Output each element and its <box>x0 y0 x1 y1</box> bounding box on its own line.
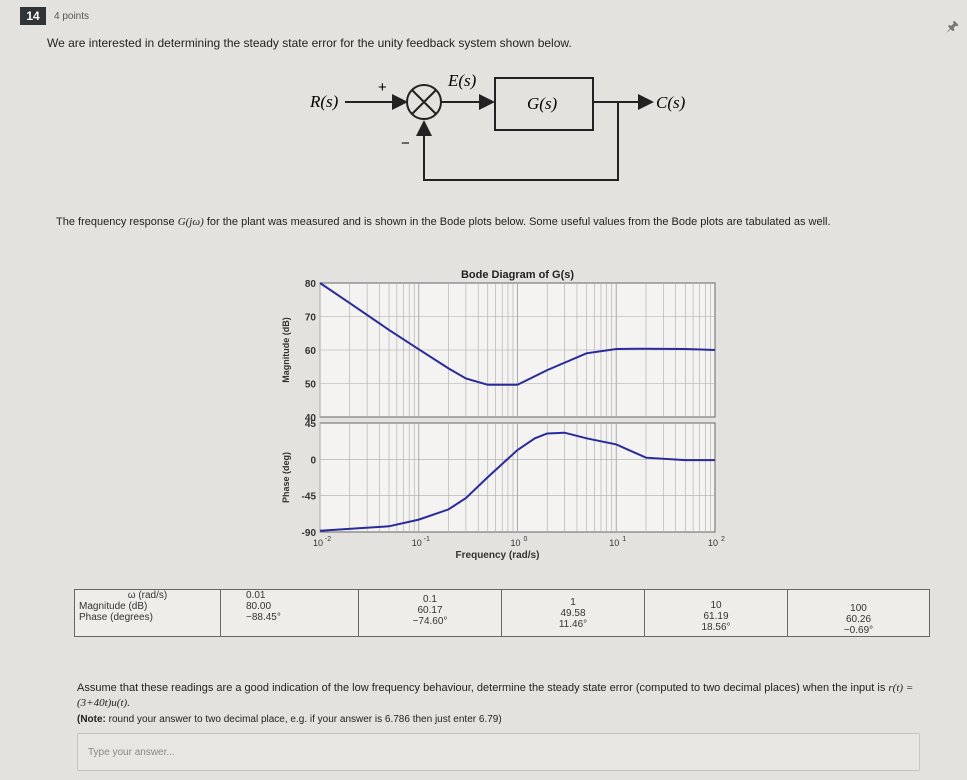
series-line-magnitude <box>319 282 716 386</box>
x-tick-exponent: -1 <box>424 536 430 543</box>
table-cell: −0.69° <box>843 625 874 636</box>
table-cell: 1 <box>570 597 576 608</box>
table-cell: 10 <box>710 600 722 611</box>
table-label-cell: ω (rad/s) Magnitude (dB) Phase (degrees) <box>74 589 221 637</box>
y-tick-label: 0 <box>310 455 316 466</box>
junction-cross-b <box>411 89 437 115</box>
y-axis-label: Phase (deg) <box>281 452 291 503</box>
table-cell: 0.1 <box>423 594 437 605</box>
y-tick-label: 80 <box>305 279 317 290</box>
table-label: Phase (degrees) <box>79 612 153 623</box>
y-tick-label: -45 <box>302 492 317 503</box>
answer-input[interactable] <box>77 733 920 771</box>
plus-sign: + <box>378 79 387 96</box>
table-cell: 80.00 <box>246 601 272 612</box>
note-body: round your answer to two decimal place, … <box>105 714 502 725</box>
y-axis-label: Magnitude (dB) <box>281 317 291 383</box>
assume-math: r(t) = (3+40t)u(t). <box>77 682 914 709</box>
plant-label: G(s) <box>527 94 558 113</box>
question-number: 14 <box>20 7 46 25</box>
table-cell: 100 <box>850 603 867 614</box>
assumption-text: Assume that these readings are a good in… <box>77 681 937 711</box>
y-tick-label: 45 <box>305 419 317 430</box>
bode-values-table: ω (rad/s) Magnitude (dB) Phase (degrees)… <box>74 589 930 637</box>
table-col: 10 61.19 18.56° <box>644 589 788 637</box>
freq-text-a: The frequency response <box>56 216 178 228</box>
y-tick-label: 70 <box>305 313 317 324</box>
pin-icon[interactable]: 🖈 <box>946 18 959 34</box>
plant-block <box>494 77 594 131</box>
table-col: 1 49.58 11.46° <box>501 589 645 637</box>
bode-chart: Bode Diagram of G(s) 80 70 60 50 40 Magnitude … <box>281 269 725 561</box>
error-label: E(s) <box>447 71 477 90</box>
output-label: C(s) <box>656 93 686 112</box>
table-cell: 11.46° <box>558 619 588 630</box>
x-axis-label: Frequency (rad/s) <box>456 550 540 561</box>
table-cell: 60.26 <box>845 614 872 625</box>
assume-text-a: Assume that these readings are a good in… <box>77 682 889 694</box>
freq-text-math: G(jω) <box>177 216 204 228</box>
table-col: 0.1 60.17 −74.60° <box>358 589 502 637</box>
x-tick-exponent: 1 <box>622 536 626 543</box>
table-label: Magnitude (dB) <box>79 601 148 612</box>
input-label: R(s) <box>309 92 339 111</box>
x-tick-exponent: 0 <box>524 536 528 543</box>
x-tick-label: 10 <box>313 538 323 548</box>
note-text: (Note: round your answer to two decimal … <box>77 714 502 725</box>
freq-text-b: for the plant was measured and is shown … <box>203 216 831 228</box>
series-line-phase <box>319 431 715 532</box>
y-tick-label: 60 <box>305 346 317 357</box>
table-cell: 18.56° <box>701 622 731 633</box>
x-tick-label: 10 <box>510 538 520 548</box>
question-prompt: We are interested in determining the ste… <box>47 36 572 50</box>
points-label: 4 points <box>54 11 90 22</box>
x-tick-label: 10 <box>609 538 619 548</box>
table-cell: 60.17 <box>417 605 443 616</box>
table-label: ω (rad/s) <box>127 590 168 601</box>
x-tick-label: 10 <box>708 538 718 548</box>
note-label: (Note: <box>77 714 106 725</box>
x-tick-exponent: -2 <box>325 536 331 543</box>
table-cell: 49.58 <box>560 608 586 619</box>
minus-sign: − <box>401 135 410 152</box>
table-cell: 0.01 <box>246 590 266 601</box>
y-tick-label: -90 <box>302 528 317 539</box>
table-cell: −74.60° <box>412 616 448 627</box>
table-cell: 61.19 <box>703 611 729 622</box>
table-col: 100 60.26 −0.69° <box>787 589 930 637</box>
block-diagram: R(s) + E(s) G(s) C(s) − <box>309 71 686 181</box>
table-col: 0.01 80.00 −88.45° <box>220 589 359 637</box>
chart-title: Bode Diagram of G(s) <box>461 269 574 281</box>
x-tick-label: 10 <box>412 538 422 548</box>
table-cell: −88.45° <box>246 612 281 623</box>
frequency-response-text: The frequency response G(jω) for the pla… <box>56 216 831 228</box>
y-tick-label: 40 <box>305 413 317 424</box>
feedback-path <box>416 102 619 181</box>
y-tick-label: 50 <box>305 380 317 391</box>
x-tick-exponent: 2 <box>721 536 725 543</box>
